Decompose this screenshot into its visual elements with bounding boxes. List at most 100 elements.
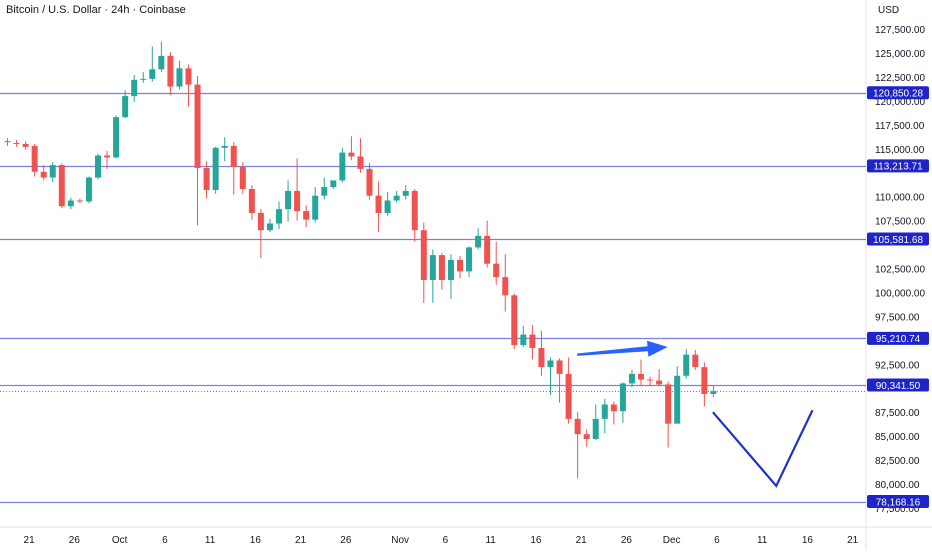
- candle-body[interactable]: [665, 384, 672, 424]
- candle-body[interactable]: [4, 141, 11, 143]
- candle-body[interactable]: [674, 375, 681, 424]
- candle-body[interactable]: [348, 152, 355, 157]
- candle-body[interactable]: [248, 189, 255, 213]
- candle-body[interactable]: [194, 84, 201, 168]
- candle-body[interactable]: [31, 145, 38, 172]
- candle-body[interactable]: [547, 360, 554, 368]
- candle-body[interactable]: [538, 347, 545, 368]
- level-price-badge[interactable]: [867, 378, 929, 392]
- candle-body[interactable]: [683, 354, 690, 376]
- projection-path[interactable]: [712, 409, 814, 488]
- candle-body[interactable]: [239, 166, 246, 190]
- chart-title: Bitcoin / U.S. Dollar · 24h · Coinbase: [6, 4, 186, 16]
- candle-body[interactable]: [692, 354, 699, 368]
- candle-body[interactable]: [574, 418, 581, 435]
- candle-body[interactable]: [520, 334, 527, 346]
- candle-body[interactable]: [221, 145, 228, 148]
- candle-body[interactable]: [429, 255, 436, 280]
- candle-body[interactable]: [457, 259, 463, 272]
- candle-body[interactable]: [230, 145, 237, 167]
- candle-body[interactable]: [149, 69, 156, 79]
- candle-body[interactable]: [67, 200, 74, 207]
- level-price-badge[interactable]: [867, 86, 929, 100]
- candle-body[interactable]: [366, 168, 373, 196]
- candle-body[interactable]: [384, 200, 391, 213]
- candle-body[interactable]: [104, 155, 111, 158]
- candle-body[interactable]: [312, 195, 319, 220]
- y-tick-label: 82,500.00: [875, 456, 920, 467]
- candle-body[interactable]: [393, 195, 400, 201]
- candle-body[interactable]: [701, 367, 708, 394]
- candle-body[interactable]: [113, 117, 120, 158]
- candle-body[interactable]: [447, 259, 454, 280]
- candle-body[interactable]: [710, 391, 717, 394]
- level-price-badge[interactable]: [867, 232, 929, 246]
- candle-body[interactable]: [592, 418, 599, 439]
- candle-body[interactable]: [493, 263, 500, 278]
- candle-body[interactable]: [140, 78, 147, 80]
- candle-body[interactable]: [49, 165, 56, 178]
- candle-body[interactable]: [619, 383, 626, 412]
- y-tick-label: 117,500.00: [875, 121, 925, 132]
- candle-body[interactable]: [601, 404, 608, 419]
- candle-body[interactable]: [76, 200, 83, 202]
- candle-body[interactable]: [565, 373, 572, 419]
- candle-body[interactable]: [185, 68, 192, 85]
- y-tick-label: 120,000.00: [875, 97, 925, 108]
- candle-body[interactable]: [266, 223, 273, 231]
- candle-body[interactable]: [13, 143, 20, 145]
- candle-body[interactable]: [610, 404, 617, 412]
- candle-body[interactable]: [203, 167, 210, 190]
- candle-body[interactable]: [276, 209, 282, 224]
- y-tick-label: 115,000.00: [875, 145, 925, 156]
- candle-body[interactable]: [556, 360, 563, 374]
- candle-body[interactable]: [511, 295, 518, 346]
- candle-body[interactable]: [638, 373, 644, 380]
- candle-body[interactable]: [628, 373, 635, 384]
- candle-body[interactable]: [257, 212, 264, 231]
- level-price-badge[interactable]: [867, 331, 929, 345]
- candle-body[interactable]: [95, 155, 101, 178]
- candle-body[interactable]: [321, 187, 328, 196]
- candle-body[interactable]: [131, 79, 138, 97]
- currency-label[interactable]: USD: [878, 5, 900, 16]
- candle-body[interactable]: [402, 190, 409, 196]
- candle-body[interactable]: [656, 380, 663, 385]
- candle-body[interactable]: [122, 96, 129, 118]
- y-tick-label: 107,500.00: [875, 217, 925, 228]
- candle-body[interactable]: [212, 147, 219, 190]
- candle-body[interactable]: [411, 190, 418, 231]
- candle-body[interactable]: [339, 152, 346, 181]
- candle-body[interactable]: [22, 143, 29, 147]
- candle-body[interactable]: [58, 165, 65, 207]
- candle-body[interactable]: [176, 68, 183, 87]
- trend-arrow[interactable]: [577, 340, 668, 357]
- candle-body[interactable]: [466, 247, 473, 272]
- candle-body[interactable]: [85, 177, 92, 202]
- candle-body[interactable]: [158, 55, 165, 70]
- candle-body[interactable]: [375, 195, 382, 213]
- level-price-label: 78,168.16: [876, 497, 921, 508]
- level-price-badge[interactable]: [867, 159, 929, 173]
- candle-body[interactable]: [529, 334, 536, 348]
- candle-body[interactable]: [330, 180, 337, 188]
- candle-body[interactable]: [420, 230, 427, 280]
- candle-body[interactable]: [438, 255, 445, 280]
- candle-body[interactable]: [583, 434, 590, 439]
- x-tick-label: 11: [485, 535, 496, 546]
- candle-body[interactable]: [484, 235, 491, 264]
- level-price-label: 105,581.68: [873, 235, 923, 246]
- candle-body[interactable]: [475, 235, 482, 248]
- candle-body[interactable]: [294, 190, 301, 212]
- candle-body[interactable]: [285, 190, 292, 210]
- candle-body[interactable]: [502, 277, 509, 296]
- candle-body[interactable]: [647, 379, 654, 381]
- candle-body[interactable]: [303, 211, 310, 220]
- candle-body[interactable]: [357, 156, 364, 169]
- candle-body[interactable]: [167, 55, 174, 87]
- candle-body[interactable]: [40, 171, 47, 178]
- level-price-badge[interactable]: [867, 495, 929, 509]
